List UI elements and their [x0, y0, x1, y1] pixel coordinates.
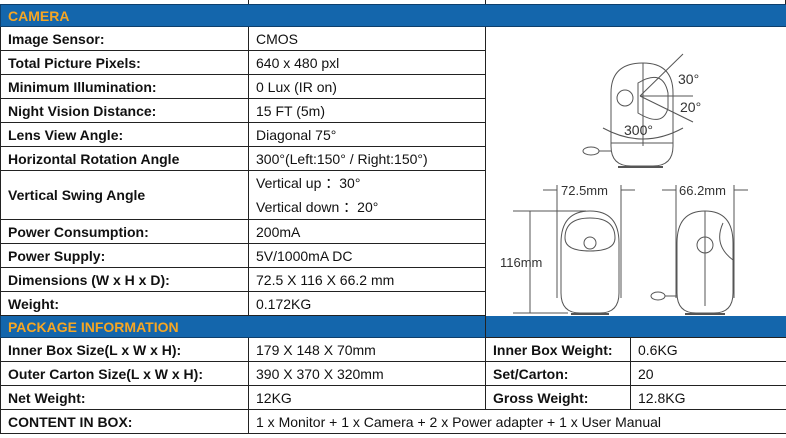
- width-label: 72.5mm: [561, 183, 608, 198]
- row-value-2: 20: [629, 361, 786, 386]
- table-row: Inner Box Size(L x W x H): 179 X 148 X 70…: [0, 337, 786, 362]
- row-label: Inner Box Size(L x W x H):: [0, 337, 249, 362]
- row-label: Lens View Angle:: [0, 122, 249, 147]
- row-value: 72.5 X 116 X 66.2 mm: [248, 267, 486, 292]
- row-label: Power Supply:: [0, 243, 249, 268]
- row-value: 179 X 148 X 70mm: [248, 337, 486, 362]
- row-label: Total Picture Pixels:: [0, 50, 249, 75]
- content-label: CONTENT IN BOX:: [0, 409, 249, 434]
- row-label-2: Set/Carton:: [485, 361, 631, 386]
- table-row: Vertical Swing Angle Vertical up ：30° Vert…: [0, 170, 786, 220]
- table-row: Lens View Angle: Diagonal 75°: [0, 122, 786, 147]
- row-value-2: Vertical down ：20°: [256, 199, 379, 215]
- row-label: Night Vision Distance:: [0, 98, 249, 123]
- table-row: Night Vision Distance: 15 FT (5m): [0, 98, 786, 123]
- down-angle-label: 20°: [680, 99, 701, 115]
- row-label: Image Sensor:: [0, 26, 249, 51]
- rotation-label: 300°: [624, 122, 653, 138]
- row-value: 0 Lux (IR on): [248, 74, 486, 99]
- up-angle-label: 30°: [678, 71, 699, 87]
- row-label: Horizontal Rotation Angle: [0, 146, 249, 171]
- row-label: Dimensions (W x H x D):: [0, 267, 249, 292]
- table-row: Weight: 0.172KG: [0, 291, 786, 316]
- row-value: Vertical up ：30°: [256, 175, 361, 191]
- row-value: 200mA: [248, 219, 486, 244]
- row-label-2: Gross Weight:: [485, 385, 631, 410]
- row-value: CMOS: [248, 26, 486, 51]
- row-value: 640 x 480 pxl: [248, 50, 486, 75]
- row-label: Net Weight:: [0, 385, 249, 410]
- table-row: Power Supply: 5V/1000mA DC: [0, 243, 786, 268]
- camera-header: CAMERA: [0, 4, 786, 27]
- spec-table: CAMERA Image Sensor: CMOS 30° 20° 30: [0, 4, 786, 434]
- row-value-2: 12.8KG: [629, 385, 786, 410]
- table-row: Dimensions (W x H x D): 72.5 X 116 X 66.2…: [0, 267, 786, 292]
- table-row: CONTENT IN BOX: 1 x Monitor + 1 x Camera …: [0, 409, 786, 434]
- row-label: Weight:: [0, 291, 249, 316]
- table-row: Minimum Illumination: 0 Lux (IR on): [0, 74, 786, 99]
- row-label: Minimum Illumination:: [0, 74, 249, 99]
- row-value: 0.172KG: [248, 291, 486, 316]
- row-label-2: Inner Box Weight:: [485, 337, 631, 362]
- row-value: 12KG: [248, 385, 486, 410]
- table-row: Outer Carton Size(L x W x H): 390 X 370 X…: [0, 361, 786, 386]
- table-row: Net Weight: 12KG Gross Weight: 12.8KG: [0, 385, 786, 410]
- row-value: Diagonal 75°: [248, 122, 486, 147]
- camera-diagram: 30° 20° 300° 72.5mm 116mm 66.2mm: [484, 26, 786, 338]
- row-value-2: 0.6KG: [629, 337, 786, 362]
- content-value: 1 x Monitor + 1 x Camera + 2 x Power ada…: [247, 409, 786, 434]
- height-label: 116mm: [500, 255, 542, 270]
- row-value: 300°(Left:150° / Right:150°): [248, 146, 486, 171]
- row-label: Power Consumption:: [0, 219, 249, 244]
- row-value: 5V/1000mA DC: [248, 243, 486, 268]
- depth-label: 66.2mm: [679, 183, 726, 198]
- row-value: 15 FT (5m): [248, 98, 486, 123]
- row-label: Outer Carton Size(L x W x H):: [0, 361, 249, 386]
- row-value: 390 X 370 X 320mm: [248, 361, 486, 386]
- table-row: Image Sensor: CMOS 30° 20° 300°: [0, 26, 786, 338]
- row-label: Vertical Swing Angle: [0, 170, 249, 220]
